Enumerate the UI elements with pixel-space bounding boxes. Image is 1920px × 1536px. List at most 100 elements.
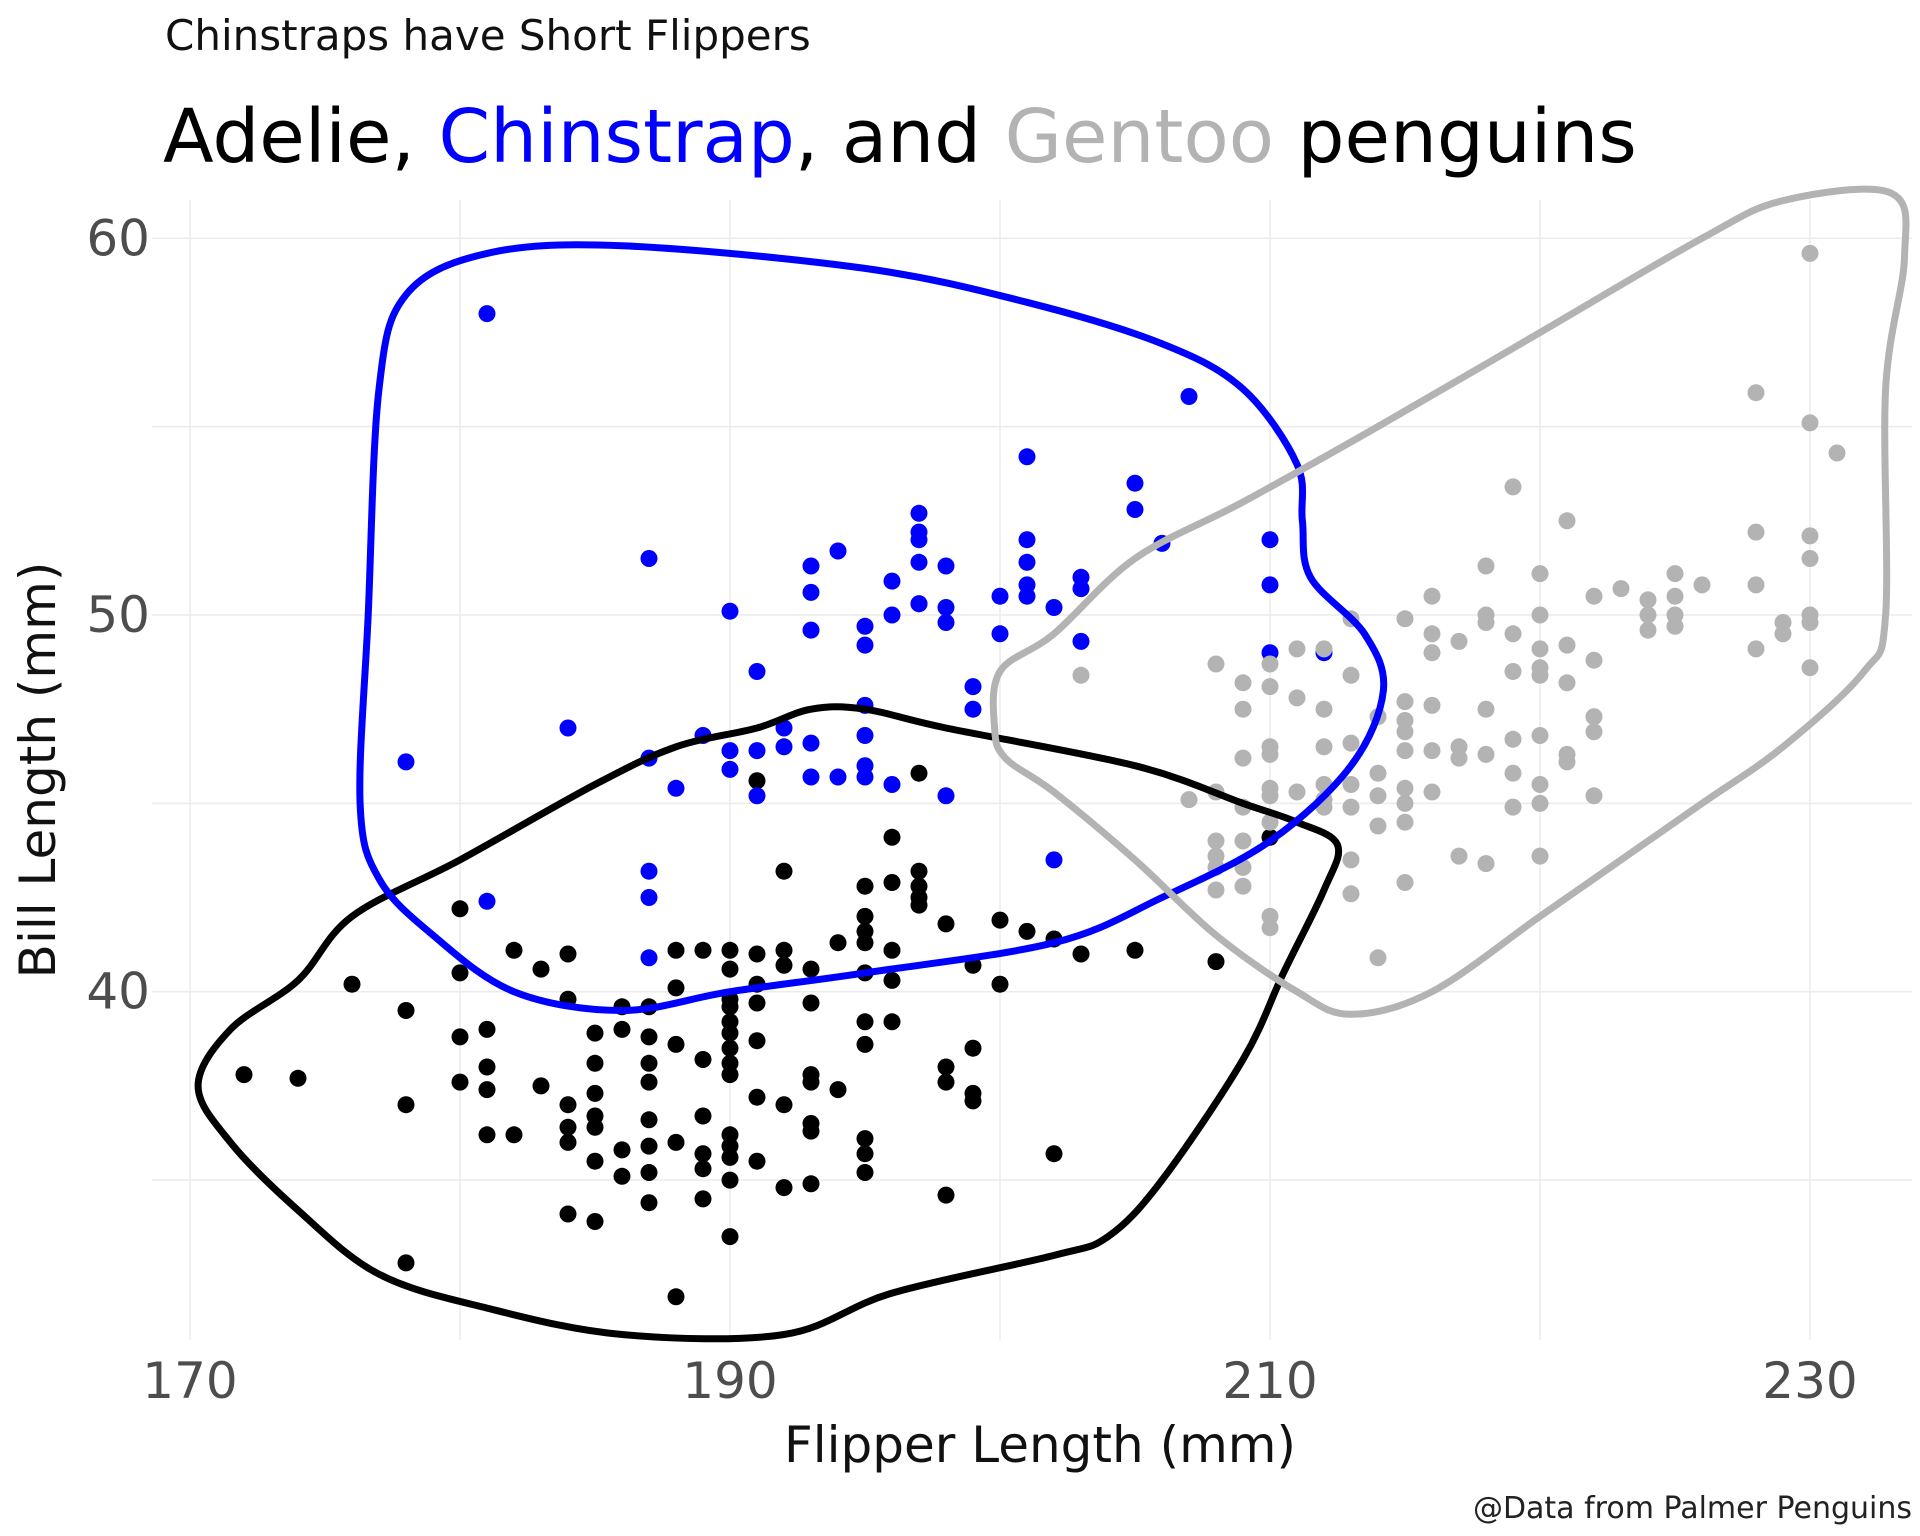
chinstrap-point	[640, 862, 658, 880]
gentoo-point	[1477, 700, 1495, 718]
gentoo-point	[1558, 636, 1576, 654]
chinstrap-point	[667, 779, 685, 797]
y-tick-label: 60	[86, 209, 150, 267]
adelie-point	[586, 1054, 604, 1072]
chinstrap-point	[721, 760, 739, 778]
adelie-point	[1207, 953, 1225, 971]
adelie-point	[721, 1039, 739, 1057]
gentoo-point	[1558, 512, 1576, 530]
gentoo-point	[1261, 919, 1279, 937]
adelie-point	[478, 1126, 496, 1144]
gentoo-point	[1585, 651, 1603, 669]
x-tick-label: 230	[1762, 1352, 1857, 1410]
chinstrap-point	[1045, 599, 1063, 616]
gentoo-point	[1423, 625, 1441, 643]
gentoo-point	[1261, 655, 1279, 673]
gentoo-point	[1639, 591, 1657, 609]
gentoo-point	[1801, 550, 1819, 567]
adelie-point	[883, 941, 901, 959]
gentoo-point	[1477, 614, 1495, 631]
adelie-point	[613, 1167, 631, 1185]
gentoo-point	[1261, 745, 1279, 763]
adelie-point	[694, 1145, 712, 1163]
adelie-point	[694, 1160, 712, 1178]
gentoo-point	[1207, 655, 1225, 673]
y-axis-title: Bill Length (mm)	[9, 562, 67, 979]
gentoo-point	[1504, 663, 1522, 680]
gentoo-point	[1666, 587, 1684, 605]
adelie-point	[829, 934, 847, 952]
adelie-point	[721, 1148, 739, 1166]
gentoo-point	[1207, 832, 1225, 850]
gentoo-point	[1558, 753, 1576, 771]
adelie-point	[856, 1164, 874, 1181]
chinstrap-point	[1072, 632, 1090, 650]
chinstrap-point	[883, 572, 901, 590]
gentoo-point	[1504, 730, 1522, 748]
adelie-point	[856, 877, 874, 895]
gentoo-point	[1234, 832, 1252, 850]
x-tick-label: 190	[682, 1352, 777, 1410]
adelie-point	[856, 1035, 874, 1053]
chinstrap-point	[748, 787, 766, 805]
adelie-point	[586, 1152, 604, 1170]
adelie-point	[883, 1013, 901, 1031]
adelie-point	[964, 1039, 982, 1057]
chinstrap-point	[640, 550, 658, 567]
adelie-point	[640, 1111, 658, 1129]
adelie-point	[640, 1137, 658, 1155]
adelie-point	[235, 1066, 253, 1084]
adelie-point	[721, 1024, 739, 1042]
adelie-point	[667, 941, 685, 959]
chinstrap-point	[937, 614, 955, 631]
adelie-point	[694, 1107, 712, 1125]
gentoo-point	[1801, 659, 1819, 677]
chinstrap-point	[856, 617, 874, 635]
chinstrap-point	[721, 742, 739, 760]
adelie-point	[721, 998, 739, 1016]
chart-subtitle: Chinstraps have Short Flippers	[165, 11, 811, 60]
gentoo-point	[1342, 666, 1360, 684]
chinstrap-point	[640, 949, 658, 967]
gentoo-point	[1396, 742, 1414, 760]
adelie-point	[748, 1088, 766, 1106]
adelie-point	[802, 1175, 820, 1193]
gentoo-point	[1342, 885, 1360, 903]
chinstrap-point	[1180, 388, 1198, 405]
adelie-point	[559, 1096, 577, 1114]
adelie-point	[721, 1228, 739, 1246]
adelie-point	[721, 1066, 739, 1084]
adelie-point	[937, 1186, 955, 1204]
adelie-point	[586, 1118, 604, 1136]
title-part-3: Gentoo	[1005, 94, 1274, 180]
adelie-point	[856, 1145, 874, 1163]
gentoo-point	[1531, 794, 1549, 812]
gentoo-point	[1693, 576, 1711, 594]
adelie-point	[937, 915, 955, 933]
chinstrap-point	[721, 602, 739, 620]
adelie-point	[667, 979, 685, 997]
adelie-point	[802, 1073, 820, 1091]
adelie-point	[721, 1171, 739, 1189]
adelie-point	[748, 945, 766, 963]
chinstrap-point	[559, 719, 577, 737]
chinstrap-point	[1018, 553, 1036, 571]
y-tick-label: 50	[86, 586, 150, 644]
adelie-point	[667, 1288, 685, 1306]
gentoo-point	[1666, 565, 1684, 583]
gentoo-point	[1504, 764, 1522, 782]
chinstrap-point	[1018, 531, 1036, 549]
gentoo-point	[1450, 632, 1468, 650]
adelie-point	[802, 1122, 820, 1140]
adelie-point	[694, 1190, 712, 1208]
tick-labels: 170 190 210 230 40 50 60	[86, 209, 1857, 1410]
adelie-point	[478, 1081, 496, 1099]
adelie-point	[856, 1130, 874, 1148]
adelie-point	[397, 1096, 415, 1114]
gentoo-point	[1261, 678, 1279, 696]
grid-lines	[152, 200, 1912, 1340]
chinstrap-point	[964, 678, 982, 696]
adelie-point	[640, 1028, 658, 1046]
chinstrap-point	[829, 542, 847, 560]
